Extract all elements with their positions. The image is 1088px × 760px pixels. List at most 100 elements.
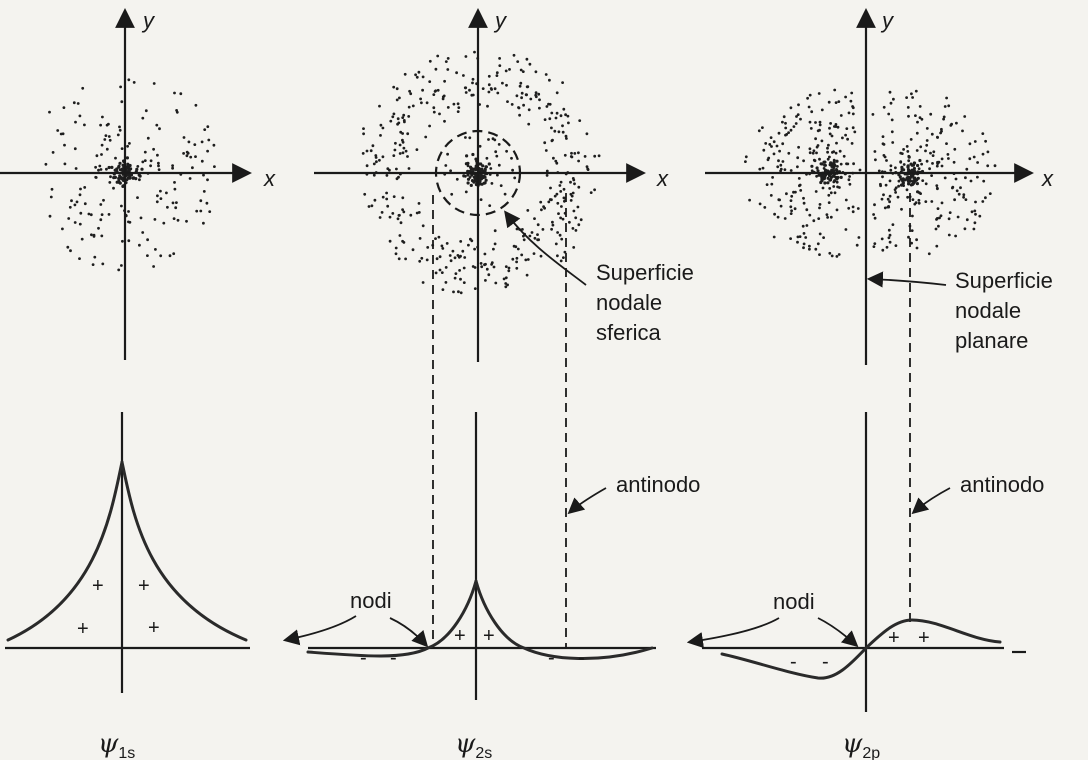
density-dot — [395, 87, 399, 91]
density-dot — [931, 154, 935, 158]
density-dot — [841, 136, 844, 140]
density-dot — [538, 106, 541, 110]
density-dot — [918, 158, 922, 163]
plus-sign: + — [454, 625, 466, 647]
density-dot — [367, 205, 371, 208]
density-dot — [555, 91, 559, 95]
density-dot — [834, 151, 838, 155]
density-dot — [785, 192, 788, 196]
density-dot — [930, 200, 934, 203]
density-dot — [828, 187, 832, 190]
density-dot — [73, 203, 77, 207]
density-dot — [371, 144, 375, 148]
density-dot — [907, 235, 910, 239]
density-dot — [879, 182, 882, 186]
density-dot — [79, 211, 83, 215]
density-dot — [572, 209, 576, 213]
density-dot — [379, 134, 382, 137]
density-dot — [808, 147, 812, 151]
density-dot — [772, 235, 776, 239]
density-dot — [194, 155, 197, 159]
density-dot — [557, 130, 561, 134]
density-dot — [471, 81, 474, 85]
density-dot — [391, 115, 395, 119]
density-dot — [194, 103, 198, 107]
density-dot — [398, 143, 402, 147]
density-dot — [765, 183, 769, 187]
density-dot — [779, 204, 783, 208]
density-dot — [182, 136, 186, 139]
density-dot — [817, 217, 821, 221]
density-dot — [847, 206, 851, 210]
density-dot — [894, 244, 898, 248]
density-dot — [916, 120, 919, 124]
density-dot — [459, 291, 463, 295]
density-dot — [829, 215, 833, 219]
density-dot — [140, 167, 144, 171]
density-dot — [397, 214, 401, 217]
density-dot — [549, 186, 552, 190]
density-dot — [784, 126, 788, 130]
density-dot — [456, 110, 460, 113]
density-dot — [440, 271, 444, 274]
density-dot — [773, 212, 776, 216]
density-dot — [415, 75, 419, 79]
density-dot — [470, 93, 474, 97]
density-dot — [893, 188, 897, 192]
density-dot — [986, 150, 990, 154]
density-dot — [502, 277, 506, 281]
density-dot — [942, 115, 946, 119]
density-dot — [443, 79, 446, 83]
density-dot — [838, 149, 842, 153]
density-dot — [589, 191, 593, 195]
density-dot — [561, 81, 564, 84]
density-dot — [107, 165, 111, 170]
density-dot — [483, 252, 487, 256]
density-dot — [555, 192, 559, 196]
density-dot — [812, 219, 816, 223]
density-dot — [837, 253, 841, 256]
density-dot — [567, 121, 570, 125]
density-dot — [505, 83, 508, 87]
density-dot — [558, 233, 562, 237]
density-dot — [464, 55, 468, 58]
density-dot — [917, 167, 921, 171]
density-dot — [451, 249, 455, 253]
density-dot — [835, 168, 838, 171]
density-dot — [847, 111, 851, 115]
density-dot — [830, 254, 834, 258]
density-dot — [399, 130, 403, 134]
density-dot — [444, 164, 448, 167]
density-dot — [569, 199, 573, 202]
density-dot — [842, 154, 846, 158]
y-axis-label: y — [493, 8, 508, 33]
density-dot — [156, 153, 159, 157]
density-dot — [798, 235, 802, 239]
density-dot — [585, 165, 589, 169]
density-dot — [848, 175, 851, 178]
density-dot — [771, 176, 774, 179]
density-dot — [973, 209, 977, 213]
density-dot — [519, 68, 523, 72]
density-dot — [536, 233, 539, 237]
density-dot — [450, 192, 454, 196]
plus-sign: + — [483, 625, 495, 647]
density-dot — [846, 137, 849, 141]
density-dot — [529, 97, 533, 101]
density-dot — [528, 62, 532, 66]
density-dot — [797, 103, 800, 107]
density-dot — [784, 121, 787, 125]
density-dot — [574, 229, 578, 232]
density-dot — [937, 160, 941, 164]
density-dot — [763, 206, 767, 209]
node-surface-line-3: sferica — [596, 320, 662, 345]
density-dot — [905, 188, 909, 192]
density-dot — [963, 115, 967, 118]
minus-sign: - — [548, 647, 555, 669]
density-dot — [906, 195, 909, 199]
density-dot — [392, 195, 396, 199]
density-dot — [566, 114, 570, 118]
density-dot — [63, 162, 67, 166]
density-dot — [564, 113, 567, 117]
density-dot — [815, 151, 818, 155]
